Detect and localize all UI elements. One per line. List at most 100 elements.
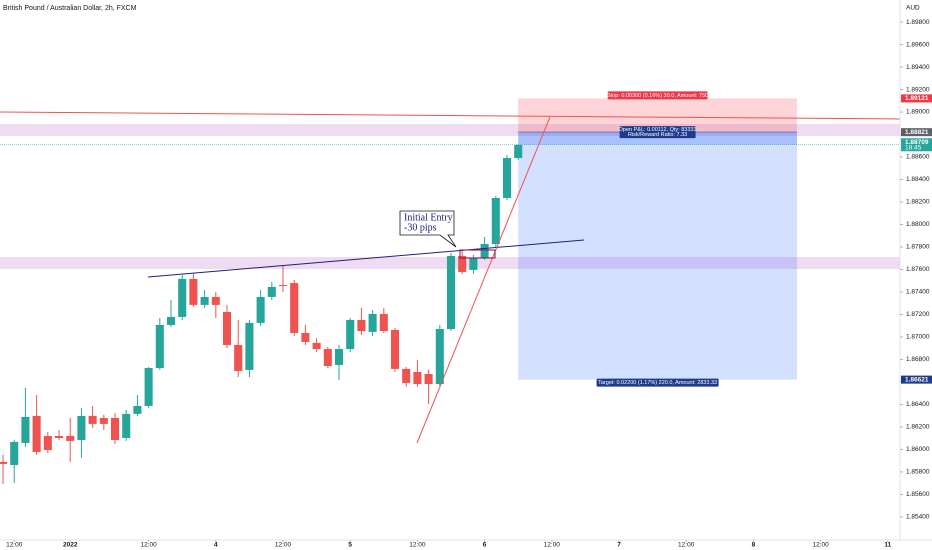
candle-body <box>435 328 444 384</box>
candle-body <box>514 144 523 159</box>
steep-trendline <box>416 116 551 444</box>
candle-body <box>54 435 64 438</box>
candle-body <box>267 286 276 297</box>
x-tick-label: 6 <box>483 542 487 549</box>
price-label-box <box>901 128 932 137</box>
x-tick-label: 12:00 <box>812 542 829 549</box>
candle-body <box>122 413 131 438</box>
candle-body <box>245 322 254 370</box>
candle-body <box>278 285 288 287</box>
candle-body <box>290 282 299 333</box>
y-tick-label: 1.86400 <box>906 401 930 408</box>
x-tick-label: 4 <box>214 542 218 549</box>
x-tick-label: 7 <box>617 542 621 549</box>
candle-body <box>43 435 52 451</box>
candle-body <box>88 415 97 424</box>
y-tick-label: 1.89000 <box>906 109 930 116</box>
candle-body <box>166 316 176 325</box>
x-tick-label: 2022 <box>63 542 78 549</box>
x-tick-label: 5 <box>348 542 352 549</box>
price-label: 1.88709 <box>905 139 929 146</box>
candle-body <box>0 461 8 464</box>
x-tick-label: 12:00 <box>6 542 23 549</box>
candle-body <box>413 371 422 384</box>
label-box <box>607 91 708 100</box>
price-label: 1.89121 <box>905 95 929 102</box>
x-tick-label: 12:00 <box>409 542 426 549</box>
candle-body <box>469 258 478 270</box>
candle-body <box>502 158 512 198</box>
candle-body <box>110 417 120 441</box>
y-tick-label: 1.89400 <box>906 64 930 71</box>
candle-body <box>178 278 187 317</box>
candle-body <box>21 416 30 443</box>
label-text: Risk/Reward Ratio: 7.33 <box>628 132 687 138</box>
y-tick-label: 1.85600 <box>906 491 930 498</box>
price-label-box <box>901 94 932 103</box>
candle-body <box>155 324 164 369</box>
x-tick-label: 12:00 <box>140 542 157 549</box>
y-tick-label: 1.87400 <box>906 289 930 296</box>
candle-body <box>491 197 500 244</box>
candle-body <box>144 368 153 406</box>
target-zone <box>518 132 797 380</box>
candle-body <box>66 435 75 441</box>
y-tick-label: 1.87000 <box>906 334 930 341</box>
candle-body <box>357 319 366 332</box>
entry-box <box>459 249 496 259</box>
rising-trendline <box>147 239 585 278</box>
callout <box>399 210 457 248</box>
candle-body <box>446 255 456 329</box>
candle-body <box>402 368 411 383</box>
label-text: Stop: 0.00300 (0.16%) 30.0, Amount: 750 <box>607 93 708 99</box>
candle-body <box>234 344 243 371</box>
candle-body <box>200 296 209 305</box>
y-tick-label: 1.88400 <box>906 176 930 183</box>
candle-body <box>256 296 265 323</box>
y-tick-label: 1.85400 <box>906 514 930 521</box>
candle-body <box>379 313 388 332</box>
candles <box>0 143 523 484</box>
y-tick-label: 1.87200 <box>906 311 930 318</box>
y-tick-label: 1.89600 <box>906 41 930 48</box>
x-tick-label: 12:00 <box>544 542 561 549</box>
currency: AUD <box>906 5 920 12</box>
y-tick-label: 1.89800 <box>906 19 930 26</box>
candle-body <box>323 349 332 366</box>
candle-body <box>10 441 19 465</box>
label-text: Open P&L: 0.00112, Qty: 83333 <box>619 127 697 133</box>
price-label: 1.88821 <box>905 129 929 136</box>
annotation: -30 pips <box>404 222 437 233</box>
chart-title: British Pound / Australian Dollar, 2h, F… <box>3 5 137 12</box>
price-label-box <box>901 375 932 384</box>
y-tick-label: 1.87800 <box>906 244 930 251</box>
candle-body <box>211 296 220 305</box>
y-tick-label: 1.86000 <box>906 446 930 453</box>
x-tick-label: 12:00 <box>678 542 695 549</box>
countdown: 18:45 <box>905 144 922 151</box>
y-tick-label: 1.89200 <box>906 86 930 93</box>
candle-body <box>99 417 108 424</box>
candle-body <box>424 373 433 384</box>
candle-body <box>346 319 355 350</box>
candle-body <box>77 415 86 441</box>
candle-body <box>301 332 310 342</box>
horizontal-trendline <box>0 111 901 120</box>
price-label-box <box>901 138 932 152</box>
candle-body <box>189 278 198 305</box>
y-tick-label: 1.88000 <box>906 221 930 228</box>
x-tick-label: 12:00 <box>275 542 292 549</box>
annotation: Initial Entry <box>404 212 453 223</box>
label-text: Target: 0.02200 (1.17%) 220.0, Amount: 2… <box>598 380 717 386</box>
profit-fill <box>518 132 797 145</box>
candle-body <box>368 313 377 332</box>
y-tick-label: 1.85800 <box>906 469 930 476</box>
candle-body <box>334 349 344 365</box>
x-tick-label: 11 <box>884 542 891 549</box>
y-tick-label: 1.86200 <box>906 424 930 431</box>
x-tick-label: 8 <box>752 542 756 549</box>
candle-body <box>312 342 321 350</box>
price-label: 1.86621 <box>905 376 929 383</box>
candle-body <box>480 243 489 259</box>
